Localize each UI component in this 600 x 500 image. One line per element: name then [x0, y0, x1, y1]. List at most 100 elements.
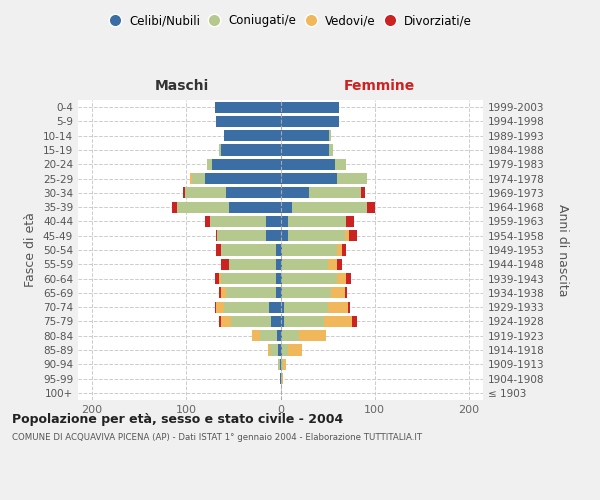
- Bar: [229, 258, 276, 270]
- Bar: [217, 116, 281, 127]
- Y-axis label: Fasce di età: Fasce di età: [25, 212, 37, 288]
- Bar: [205, 173, 281, 184]
- Bar: [266, 216, 281, 227]
- Bar: [281, 302, 284, 312]
- Bar: [229, 202, 281, 212]
- Bar: [277, 330, 281, 342]
- Bar: [331, 288, 346, 298]
- Bar: [288, 216, 346, 227]
- Bar: [337, 273, 346, 284]
- Bar: [280, 358, 281, 370]
- Bar: [221, 316, 230, 327]
- Bar: [177, 202, 229, 212]
- Bar: [283, 273, 337, 284]
- Bar: [224, 130, 281, 141]
- Bar: [283, 258, 328, 270]
- Bar: [219, 144, 221, 156]
- Bar: [260, 330, 277, 342]
- Bar: [342, 244, 346, 256]
- Bar: [328, 258, 337, 270]
- Bar: [217, 230, 266, 241]
- Bar: [281, 273, 283, 284]
- Y-axis label: Anni di nascita: Anni di nascita: [556, 204, 569, 296]
- Bar: [207, 158, 212, 170]
- Bar: [352, 316, 357, 327]
- Bar: [215, 302, 217, 312]
- Bar: [190, 173, 192, 184]
- Bar: [337, 244, 342, 256]
- Bar: [288, 344, 302, 356]
- Bar: [281, 173, 337, 184]
- Bar: [281, 344, 283, 356]
- Bar: [276, 288, 281, 298]
- Bar: [281, 373, 283, 384]
- Bar: [226, 188, 281, 198]
- Bar: [281, 316, 284, 327]
- Bar: [283, 244, 337, 256]
- Bar: [281, 230, 288, 241]
- Bar: [281, 216, 288, 227]
- Bar: [284, 302, 328, 312]
- Bar: [283, 288, 331, 298]
- Bar: [281, 288, 283, 298]
- Bar: [280, 373, 281, 384]
- Bar: [276, 244, 281, 256]
- Bar: [281, 202, 292, 212]
- Text: Femmine: Femmine: [344, 78, 415, 92]
- Text: COMUNE DI ACQUAVIVA PICENA (AP) - Dati ISTAT 1° gennaio 2004 - Elaborazione TUTT: COMUNE DI ACQUAVIVA PICENA (AP) - Dati I…: [12, 432, 422, 442]
- Bar: [346, 273, 351, 284]
- Bar: [221, 273, 276, 284]
- Bar: [328, 302, 349, 312]
- Bar: [226, 288, 276, 298]
- Legend: Celibi/Nubili, Coniugati/e, Vedovi/e, Divorziati/e: Celibi/Nubili, Coniugati/e, Vedovi/e, Di…: [107, 11, 475, 31]
- Bar: [221, 144, 281, 156]
- Bar: [271, 316, 281, 327]
- Bar: [219, 273, 221, 284]
- Bar: [346, 288, 347, 298]
- Bar: [281, 158, 335, 170]
- Bar: [329, 130, 331, 141]
- Bar: [281, 358, 283, 370]
- Text: Popolazione per età, sesso e stato civile - 2004: Popolazione per età, sesso e stato civil…: [12, 412, 343, 426]
- Bar: [349, 230, 357, 241]
- Bar: [270, 344, 278, 356]
- Bar: [219, 288, 221, 298]
- Bar: [266, 230, 281, 241]
- Bar: [329, 144, 333, 156]
- Bar: [337, 173, 367, 184]
- Bar: [309, 188, 361, 198]
- Bar: [281, 130, 329, 141]
- Bar: [215, 102, 281, 112]
- Bar: [215, 230, 217, 241]
- Bar: [269, 302, 281, 312]
- Bar: [276, 258, 281, 270]
- Bar: [283, 344, 288, 356]
- Bar: [281, 144, 329, 156]
- Bar: [217, 302, 224, 312]
- Bar: [288, 230, 344, 241]
- Bar: [367, 202, 374, 212]
- Bar: [192, 173, 205, 184]
- Bar: [184, 188, 185, 198]
- Bar: [361, 188, 365, 198]
- Bar: [219, 316, 221, 327]
- Bar: [212, 158, 281, 170]
- Bar: [281, 188, 309, 198]
- Bar: [224, 302, 269, 312]
- Bar: [172, 202, 177, 212]
- Bar: [344, 230, 349, 241]
- Bar: [346, 216, 354, 227]
- Text: Maschi: Maschi: [155, 78, 209, 92]
- Bar: [324, 316, 352, 327]
- Bar: [210, 216, 266, 227]
- Bar: [230, 316, 271, 327]
- Bar: [283, 330, 299, 342]
- Bar: [278, 344, 281, 356]
- Bar: [281, 330, 283, 342]
- Bar: [205, 216, 210, 227]
- Bar: [252, 330, 260, 342]
- Bar: [284, 316, 324, 327]
- Bar: [221, 258, 229, 270]
- Bar: [215, 273, 219, 284]
- Bar: [217, 244, 221, 256]
